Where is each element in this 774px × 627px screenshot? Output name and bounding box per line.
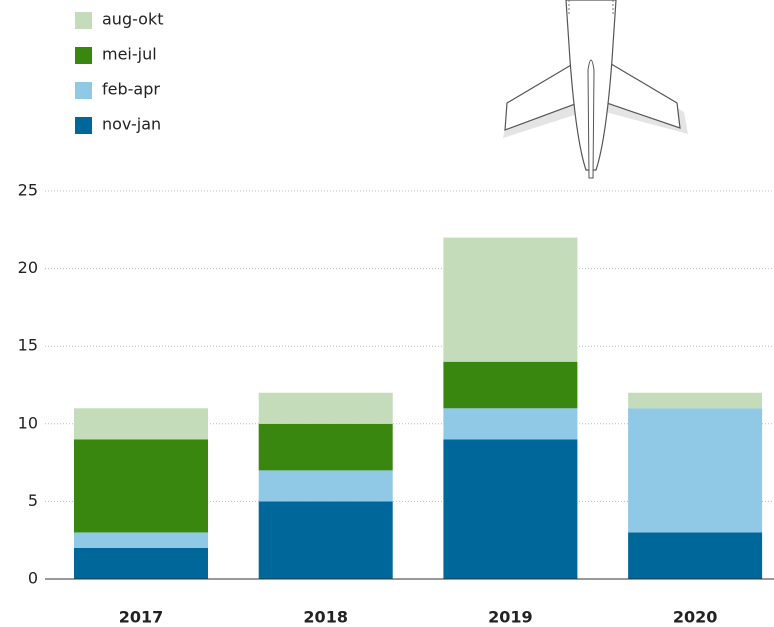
- x-tick-label: 2018: [303, 608, 348, 627]
- bar-segment: [443, 439, 578, 579]
- legend-swatch: [75, 47, 92, 64]
- legend-swatch: [75, 117, 92, 134]
- y-tick-label: 5: [28, 491, 38, 510]
- x-tick-label: 2017: [119, 608, 164, 627]
- legend-label: feb-apr: [102, 80, 160, 99]
- bar-segment: [443, 408, 578, 440]
- bar-segment: [258, 501, 393, 579]
- bar-segment: [443, 361, 578, 409]
- bar-segment: [74, 408, 208, 440]
- bar-segment: [74, 547, 208, 579]
- bar-segment: [258, 470, 393, 502]
- bar-segment: [258, 423, 393, 471]
- y-tick-label: 15: [18, 336, 38, 355]
- legend-label: mei-jul: [102, 45, 157, 64]
- legend-label: aug-okt: [102, 10, 164, 29]
- y-tick-label: 0: [28, 569, 38, 588]
- bar-segment: [628, 532, 763, 579]
- bar-segment: [628, 408, 763, 533]
- bar-segment: [628, 392, 763, 409]
- bar-segment: [258, 392, 393, 424]
- x-tick-label: 2020: [673, 608, 718, 627]
- legend-swatch: [75, 12, 92, 29]
- bar-segment: [74, 439, 208, 533]
- bar-segment: [443, 237, 578, 362]
- legend-swatch: [75, 82, 92, 99]
- x-tick-label: 2019: [488, 608, 533, 627]
- legend-label: nov-jan: [102, 115, 161, 134]
- bar-segment: [74, 532, 208, 548]
- y-tick-label: 25: [18, 181, 38, 200]
- airplane-illustration: [503, 0, 688, 179]
- y-tick-label: 20: [18, 258, 38, 277]
- y-tick-label: 10: [18, 413, 38, 432]
